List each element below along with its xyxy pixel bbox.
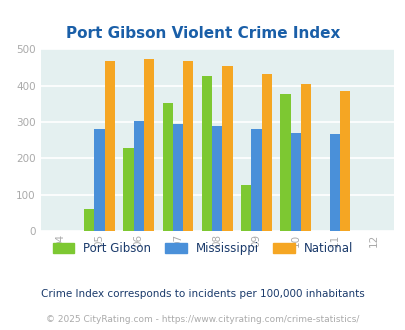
Bar <box>211 126 222 231</box>
Bar <box>261 74 271 231</box>
Bar <box>339 90 350 231</box>
Text: © 2025 CityRating.com - https://www.cityrating.com/crime-statistics/: © 2025 CityRating.com - https://www.city… <box>46 315 359 324</box>
Bar <box>133 121 143 231</box>
Bar <box>290 133 300 231</box>
Bar <box>329 134 339 231</box>
Bar <box>251 129 261 231</box>
Bar <box>280 94 290 231</box>
Bar <box>173 124 183 231</box>
Bar <box>94 129 104 231</box>
Bar <box>104 61 115 231</box>
Bar <box>201 76 211 231</box>
Bar <box>300 84 310 231</box>
Legend: Port Gibson, Mississippi, National: Port Gibson, Mississippi, National <box>48 237 357 260</box>
Bar <box>241 184 251 231</box>
Text: Port Gibson Violent Crime Index: Port Gibson Violent Crime Index <box>66 26 339 41</box>
Bar <box>162 103 173 231</box>
Bar <box>183 61 193 231</box>
Bar <box>143 59 153 231</box>
Text: Crime Index corresponds to incidents per 100,000 inhabitants: Crime Index corresponds to incidents per… <box>41 289 364 299</box>
Bar <box>84 209 94 231</box>
Bar <box>222 66 232 231</box>
Bar <box>123 148 133 231</box>
